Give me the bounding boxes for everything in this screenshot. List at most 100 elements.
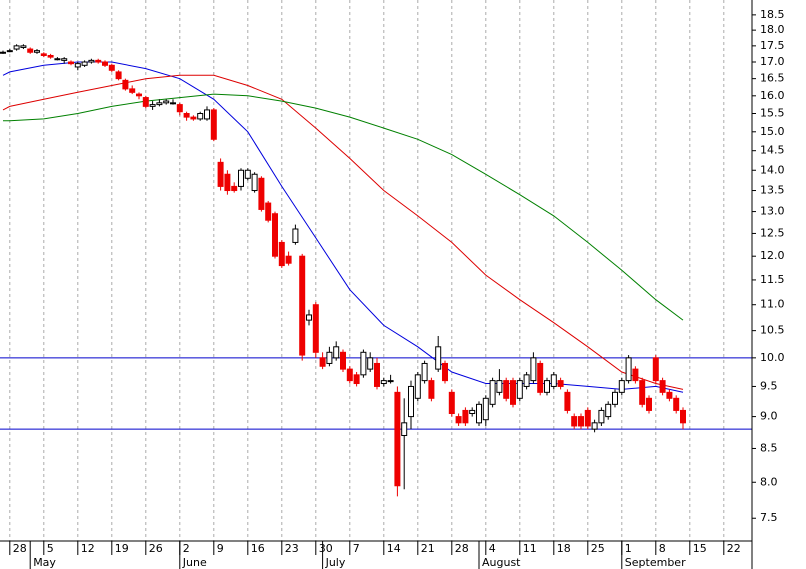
candle-body: [469, 409, 476, 415]
candle-body: [489, 380, 496, 405]
x-tick-label: 26: [149, 542, 163, 555]
y-tick-label: 12.5: [760, 226, 785, 239]
candle-body: [68, 61, 74, 65]
candle-body: [530, 357, 537, 382]
grid: [9, 0, 725, 541]
candle-body: [564, 391, 571, 411]
x-tick-label: 16: [251, 542, 265, 555]
candle-body: [122, 79, 129, 90]
candle-body: [333, 346, 340, 359]
candle-body: [54, 58, 61, 61]
candle-body: [360, 351, 367, 376]
x-tick-label: 5: [47, 542, 54, 555]
y-tick-label: 15.0: [760, 125, 785, 138]
candle-body: [652, 357, 659, 382]
candle-body: [550, 374, 557, 387]
candle-body: [503, 380, 510, 399]
candle-body: [340, 351, 346, 370]
candle-body: [312, 304, 319, 353]
x-tick-label: 28: [13, 542, 27, 555]
candle-body: [183, 113, 190, 118]
candle-body: [149, 104, 156, 107]
candle-body: [299, 255, 306, 356]
candle-body: [306, 314, 312, 321]
y-tick-label: 8.0: [760, 475, 778, 488]
month-label: July: [325, 556, 346, 569]
candle-body: [408, 385, 414, 418]
candle-body: [20, 45, 27, 48]
x-tick-label: 21: [421, 542, 435, 555]
candle-body: [115, 71, 122, 80]
candle-body: [204, 109, 210, 120]
candle-body: [448, 391, 455, 415]
month-label: June: [182, 556, 207, 569]
x-tick-label: 15: [693, 542, 707, 555]
candle-body: [217, 161, 224, 187]
y-tick-label: 10.0: [760, 351, 785, 364]
y-tick-label: 15.5: [760, 107, 785, 120]
candle-body: [537, 362, 544, 393]
candle-body: [34, 50, 40, 53]
candle-body: [646, 397, 652, 411]
candle-body: [598, 409, 605, 424]
x-tick-label: 4: [489, 542, 496, 555]
y-tick-label: 13.5: [760, 184, 785, 197]
candle-body: [516, 380, 523, 399]
candle-body: [584, 409, 591, 427]
candle-body: [13, 45, 20, 50]
candle-body: [176, 104, 183, 113]
y-tick-label: 16.5: [760, 72, 785, 85]
x-tick-label: 18: [557, 542, 571, 555]
candle-body: [88, 59, 95, 63]
x-tick-label: 19: [115, 542, 129, 555]
candle-body: [544, 380, 550, 393]
y-tick-label: 12.0: [760, 249, 785, 262]
candle-body: [421, 362, 428, 382]
candle-body: [346, 368, 353, 382]
candle-body: [401, 422, 408, 436]
y-tick-label: 14.5: [760, 144, 785, 157]
candle-body: [95, 59, 102, 63]
candle-body: [374, 362, 380, 387]
candle-body: [571, 416, 578, 427]
x-tick-label: 14: [387, 542, 401, 555]
x-tick-label: 23: [285, 542, 299, 555]
candle-body: [319, 357, 326, 367]
month-label: August: [482, 556, 521, 569]
month-label: May: [33, 556, 56, 569]
x-tick-label: 22: [727, 542, 741, 555]
candle-body: [680, 409, 686, 424]
candle-body: [666, 391, 673, 399]
candle-body: [394, 391, 401, 487]
candle-body: [523, 374, 530, 387]
candle-body: [462, 409, 469, 424]
candle-body: [272, 213, 278, 257]
y-tick-label: 9.5: [760, 379, 778, 392]
candle-body: [442, 362, 448, 382]
candle-body: [163, 100, 170, 104]
candle-body: [210, 109, 217, 140]
candle-body: [292, 228, 299, 243]
candle-body: [639, 380, 646, 405]
y-tick-label: 9.0: [760, 410, 778, 423]
candle-body: [380, 380, 387, 385]
candle-body: [659, 380, 666, 393]
y-tick-label: 11.5: [760, 273, 785, 286]
candle-body: [591, 422, 598, 430]
candle-body: [510, 380, 516, 405]
candle-body: [224, 173, 231, 192]
x-tick-label: 7: [353, 542, 360, 555]
moving-average-line: [2, 61, 684, 393]
x-tick-label: 12: [81, 542, 95, 555]
x-tick-label: 11: [523, 542, 537, 555]
candle-body: [605, 403, 612, 418]
candle-body: [156, 102, 163, 106]
y-tick-label: 11.0: [760, 298, 785, 311]
moving-average-line: [3, 93, 684, 321]
candle-body: [326, 351, 333, 364]
x-tick-label: 9: [217, 542, 224, 555]
candle-body: [61, 58, 68, 61]
candle-body: [6, 50, 13, 53]
candle-body: [265, 202, 272, 221]
